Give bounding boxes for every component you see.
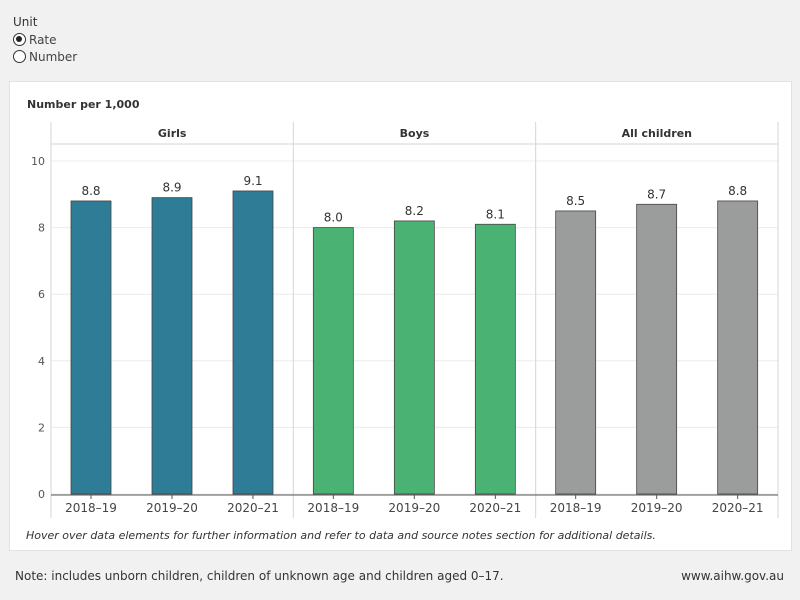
data-label: 8.9 [162,181,181,195]
x-tick-label: 2018–19 [65,501,117,515]
unit-option-rate[interactable]: Rate [13,31,77,48]
panel-title: Boys [400,127,430,140]
data-label: 8.8 [81,184,100,198]
data-label: 8.5 [566,194,585,208]
y-tick-label: 10 [31,155,45,168]
footer-url[interactable]: www.aihw.gov.au [681,569,784,583]
hover-note: Hover over data elements for further inf… [26,529,656,542]
bar[interactable] [474,223,516,495]
radio-unchecked-icon[interactable] [13,50,26,63]
bar[interactable] [151,197,193,495]
x-tick-label: 2019–20 [146,501,198,515]
chart-panel: Number per 1,000 0 2 4 6 8 10 Girls 8.8 2018–19 8.… [9,81,792,551]
x-tick-label: 2018–19 [307,501,359,515]
data-label: 8.8 [728,184,747,198]
y-tick-label: 8 [38,222,45,235]
unit-option-number-label: Number [29,49,78,64]
bar[interactable] [312,227,354,495]
x-tick-label: 2019–20 [631,501,683,515]
x-tick-label: 2020–21 [712,501,764,515]
data-label: 9.1 [243,174,262,188]
bar[interactable] [555,210,597,495]
x-tick-label: 2020–21 [227,501,279,515]
data-label: 8.0 [324,211,343,225]
bar[interactable] [393,220,435,495]
data-label: 8.1 [486,207,505,221]
y-tick-label: 2 [38,421,45,434]
x-tick-label: 2019–20 [388,501,440,515]
panel-title: Girls [158,127,187,140]
unit-selector-title: Unit [13,15,38,29]
bar[interactable] [232,190,274,495]
radio-checked-icon[interactable] [13,33,26,46]
y-tick-label: 4 [38,355,45,368]
unit-option-number[interactable]: Number [13,48,77,65]
x-tick-label: 2020–21 [469,501,521,515]
footer-note: Note: includes unborn children, children… [15,569,504,583]
data-label: 8.7 [647,187,666,201]
data-label: 8.2 [405,204,424,218]
bar[interactable] [636,203,678,495]
unit-option-rate-label: Rate [29,32,57,47]
unit-selector: Unit Rate Number [13,15,77,65]
x-tick-label: 2018–19 [550,501,602,515]
panel-title: All children [622,127,692,140]
y-axis-title: Number per 1,000 [27,98,140,111]
bar-chart: Number per 1,000 0 2 4 6 8 10 Girls 8.8 2018–19 8.… [26,98,779,542]
y-tick-label: 0 [38,488,45,501]
bar[interactable] [717,200,759,495]
bar[interactable] [70,200,112,495]
y-tick-label: 6 [38,288,45,301]
